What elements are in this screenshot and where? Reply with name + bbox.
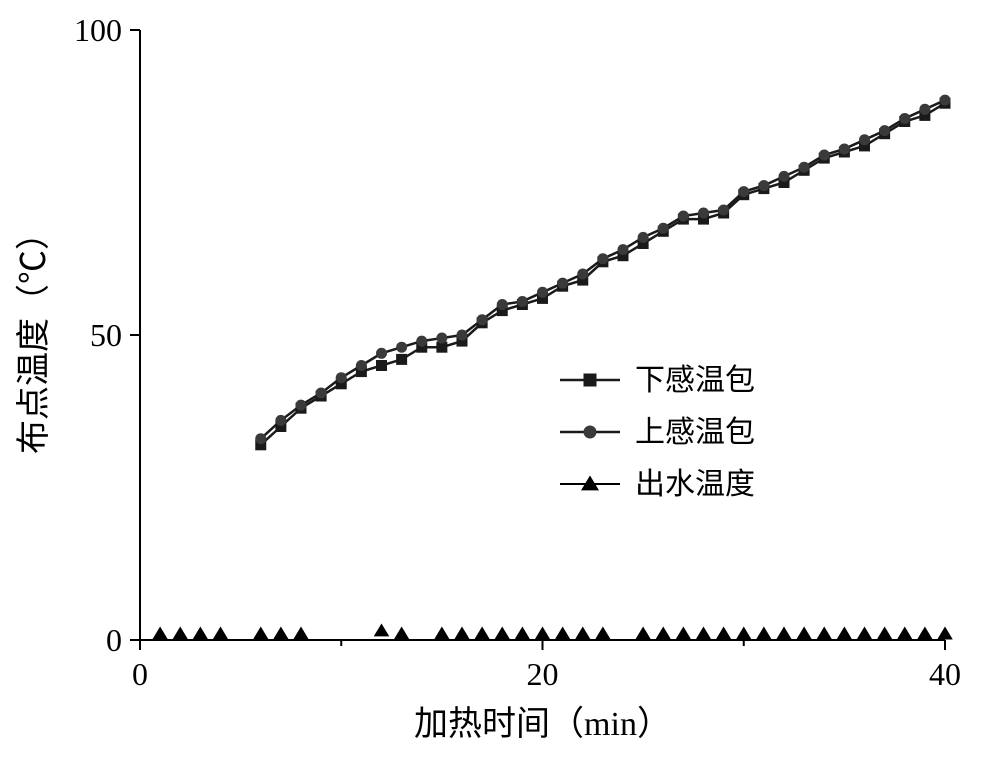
- marker-triangle: [494, 626, 510, 639]
- legend-item-upper_sensor: 上感温包: [560, 416, 755, 449]
- legend-item-lower_sensor: 下感温包: [560, 364, 755, 397]
- marker-circle: [940, 95, 951, 106]
- legend-label: 出水温度: [635, 468, 755, 501]
- marker-triangle: [595, 626, 611, 639]
- marker-triangle: [897, 626, 913, 639]
- marker-triangle: [796, 626, 812, 639]
- marker-triangle: [515, 626, 531, 639]
- marker-triangle: [716, 626, 732, 639]
- marker-circle: [859, 134, 870, 145]
- marker-triangle: [374, 623, 390, 636]
- marker-triangle: [535, 626, 551, 639]
- marker-triangle: [555, 626, 571, 639]
- marker-triangle: [575, 626, 591, 639]
- temperature-chart: 0 20 40 加热时间（min） 0 50 100 布点温度（℃） 下感温包上感温包出水温度: [0, 0, 1000, 765]
- marker-circle: [316, 387, 327, 398]
- marker-circle: [658, 223, 669, 234]
- marker-triangle: [193, 626, 209, 639]
- marker-circle: [436, 333, 447, 344]
- marker-circle: [477, 314, 488, 325]
- marker-circle: [738, 186, 749, 197]
- marker-circle: [275, 415, 286, 426]
- y-axis-label: 布点温度（℃）: [15, 216, 53, 454]
- marker-triangle: [857, 626, 873, 639]
- marker-triangle: [273, 626, 289, 639]
- marker-circle: [758, 180, 769, 191]
- marker-triangle: [816, 626, 832, 639]
- marker-circle: [698, 208, 709, 219]
- marker-triangle: [253, 626, 269, 639]
- marker-circle: [839, 143, 850, 154]
- marker-circle: [497, 299, 508, 310]
- y-tick-label: 0: [106, 622, 122, 658]
- marker-triangle: [172, 626, 188, 639]
- marker-triangle: [877, 626, 893, 639]
- marker-square: [584, 374, 597, 387]
- chart-container: 0 20 40 加热时间（min） 0 50 100 布点温度（℃） 下感温包上感温包出水温度: [0, 0, 1000, 765]
- marker-circle: [517, 296, 528, 307]
- legend-item-outlet_temp: 出水温度: [560, 468, 755, 501]
- marker-triangle: [213, 626, 229, 639]
- marker-triangle: [655, 626, 671, 639]
- x-tick-label: 20: [527, 656, 559, 692]
- marker-circle: [356, 360, 367, 371]
- marker-triangle: [937, 626, 953, 639]
- marker-circle: [718, 204, 729, 215]
- marker-circle: [779, 171, 790, 182]
- marker-circle: [638, 232, 649, 243]
- series-upper_sensor: [255, 95, 950, 445]
- marker-circle: [879, 125, 890, 136]
- marker-circle: [396, 342, 407, 353]
- marker-triangle: [152, 626, 168, 639]
- marker-triangle: [635, 626, 651, 639]
- marker-circle: [416, 336, 427, 347]
- marker-triangle: [293, 626, 309, 639]
- marker-triangle: [736, 626, 752, 639]
- marker-circle: [296, 400, 307, 411]
- marker-triangle: [394, 626, 410, 639]
- marker-triangle: [917, 626, 933, 639]
- marker-triangle: [756, 626, 772, 639]
- marker-circle: [557, 278, 568, 289]
- marker-triangle: [676, 626, 692, 639]
- series-outlet_temp: [152, 623, 952, 639]
- marker-triangle: [474, 626, 490, 639]
- marker-square: [396, 354, 407, 365]
- x-axis-label: 加热时间（min）: [414, 705, 671, 743]
- marker-circle: [618, 244, 629, 255]
- marker-circle: [376, 348, 387, 359]
- marker-circle: [336, 372, 347, 383]
- marker-circle: [537, 287, 548, 298]
- marker-triangle: [434, 626, 450, 639]
- marker-circle: [919, 104, 930, 115]
- marker-triangle: [776, 626, 792, 639]
- marker-circle: [899, 113, 910, 124]
- marker-triangle: [581, 475, 599, 490]
- marker-circle: [799, 162, 810, 173]
- marker-triangle: [454, 626, 470, 639]
- x-tick-label: 0: [132, 656, 148, 692]
- y-tick-label: 100: [74, 12, 122, 48]
- marker-circle: [584, 426, 597, 439]
- marker-circle: [597, 253, 608, 264]
- marker-circle: [819, 150, 830, 161]
- x-tick-label: 40: [929, 656, 961, 692]
- marker-square: [376, 360, 387, 371]
- marker-triangle: [837, 626, 853, 639]
- legend-label: 上感温包: [635, 416, 755, 449]
- marker-triangle: [696, 626, 712, 639]
- marker-circle: [255, 433, 266, 444]
- marker-circle: [678, 211, 689, 222]
- marker-circle: [577, 269, 588, 280]
- y-tick-label: 50: [90, 317, 122, 353]
- legend-label: 下感温包: [635, 364, 755, 397]
- marker-circle: [457, 330, 468, 341]
